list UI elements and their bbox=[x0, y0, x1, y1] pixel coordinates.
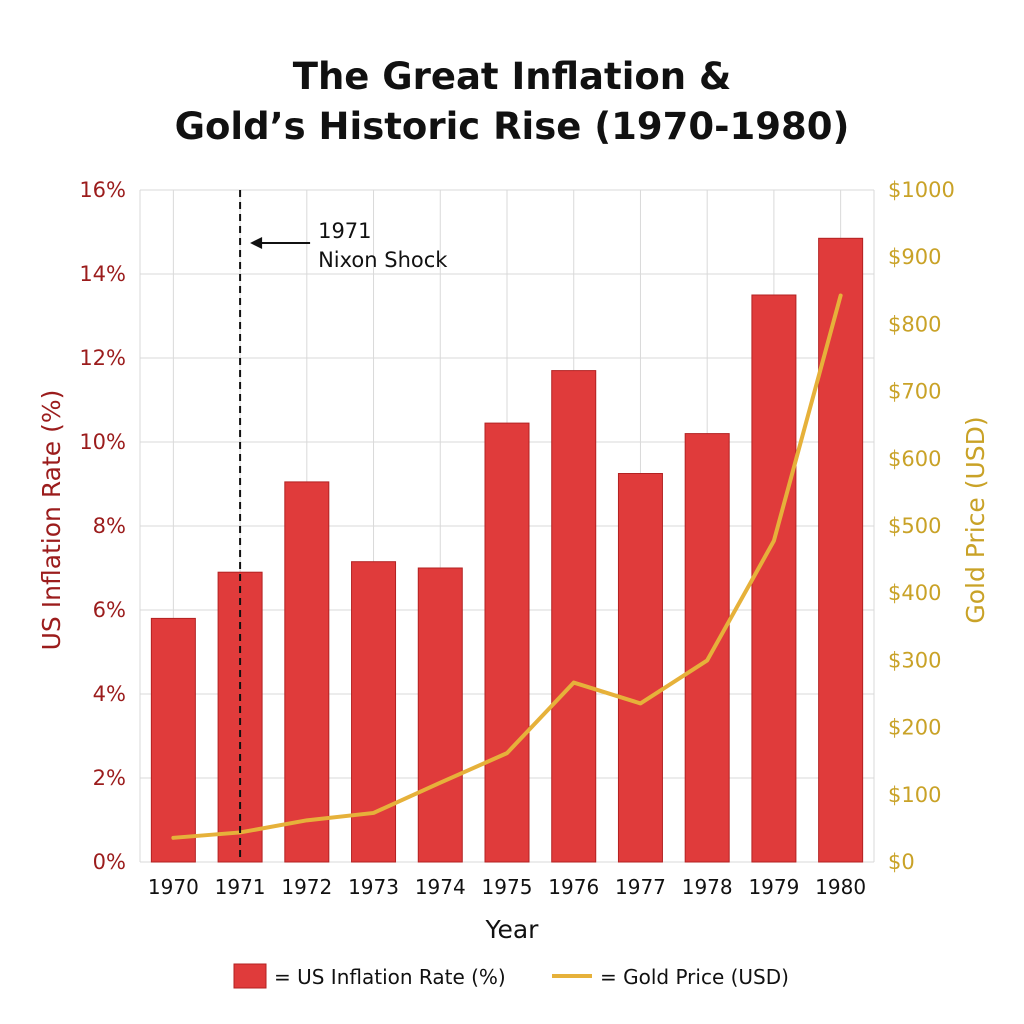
line-series bbox=[171, 293, 843, 840]
y2-tick-label: $100 bbox=[888, 783, 941, 807]
y2-tick-label: $700 bbox=[888, 380, 941, 404]
line-point bbox=[172, 837, 174, 839]
x-tick-label: 1971 bbox=[215, 875, 266, 899]
annotation-label-year: 1971 bbox=[318, 219, 371, 243]
line-point bbox=[840, 295, 842, 297]
x-tick-label: 1977 bbox=[615, 875, 666, 899]
legend-line-label: = Gold Price (USD) bbox=[600, 965, 789, 989]
y-tick-label: 10% bbox=[79, 430, 126, 454]
y-tick-label: 16% bbox=[79, 178, 126, 202]
x-tick-label: 1974 bbox=[415, 875, 466, 899]
annotation-label-event: Nixon Shock bbox=[318, 248, 448, 272]
line-point bbox=[506, 752, 508, 754]
legend-bar-swatch bbox=[233, 963, 267, 989]
line-point bbox=[373, 812, 375, 814]
bar bbox=[551, 370, 597, 863]
x-tick-label: 1980 bbox=[815, 875, 866, 899]
x-tick-label: 1976 bbox=[548, 875, 599, 899]
bar-series bbox=[150, 237, 864, 863]
line-point bbox=[439, 782, 441, 784]
y-tick-label: 6% bbox=[93, 598, 126, 622]
line-point bbox=[773, 540, 775, 542]
y2-tick-label: $200 bbox=[888, 716, 941, 740]
legend: = US Inflation Rate (%) = Gold Price (US… bbox=[233, 963, 789, 989]
bar bbox=[351, 561, 397, 863]
bar bbox=[150, 617, 196, 863]
ticks: 0% 2% 4% 6% 8% 10% 12% 14% 16% $0 $100 $200 $300 $400… bbox=[79, 178, 955, 899]
bar bbox=[684, 433, 730, 863]
y2-tick-label: $0 bbox=[888, 850, 915, 874]
y-tick-label: 4% bbox=[93, 682, 126, 706]
y2-tick-label: $1000 bbox=[888, 178, 955, 202]
bar bbox=[484, 422, 530, 863]
legend-bar-label: = US Inflation Rate (%) bbox=[274, 965, 506, 989]
x-axis-title: Year bbox=[485, 915, 540, 944]
chart-title: The Great Inflation & Gold’s Historic Ri… bbox=[0, 52, 1024, 152]
line-point bbox=[639, 702, 641, 704]
chart-title-line-2: Gold’s Historic Rise (1970-1980) bbox=[174, 105, 850, 148]
bar bbox=[284, 481, 330, 863]
y2-tick-label: $600 bbox=[888, 447, 941, 471]
y2-tick-label: $900 bbox=[888, 245, 941, 269]
y2-tick-label: $300 bbox=[888, 648, 941, 672]
y-tick-label: 0% bbox=[93, 850, 126, 874]
bar bbox=[617, 473, 663, 863]
y-tick-label: 12% bbox=[79, 346, 126, 370]
y2-tick-label: $500 bbox=[888, 514, 941, 538]
y-axis-title: US Inflation Rate (%) bbox=[37, 390, 66, 651]
y2-tick-label: $800 bbox=[888, 312, 941, 336]
x-tick-label: 1972 bbox=[281, 875, 332, 899]
x-tick-label: 1979 bbox=[748, 875, 799, 899]
annotation: 1971 Nixon Shock bbox=[239, 190, 448, 862]
chart-title-line-1: The Great Inflation & bbox=[292, 55, 732, 98]
y2-tick-label: $400 bbox=[888, 581, 941, 605]
annotation-arrow-head bbox=[250, 237, 263, 249]
y2-axis-title: Gold Price (USD) bbox=[961, 416, 990, 623]
bar bbox=[751, 294, 797, 863]
x-tick-label: 1973 bbox=[348, 875, 399, 899]
y-tick-label: 14% bbox=[79, 262, 126, 286]
line-point bbox=[306, 819, 308, 821]
y-tick-label: 8% bbox=[93, 514, 126, 538]
line-point bbox=[573, 682, 575, 684]
bar bbox=[217, 571, 263, 863]
bar bbox=[818, 237, 864, 863]
x-tick-label: 1978 bbox=[682, 875, 733, 899]
bar bbox=[417, 567, 463, 863]
x-tick-label: 1970 bbox=[148, 875, 199, 899]
line-point bbox=[706, 659, 708, 661]
y-tick-label: 2% bbox=[93, 766, 126, 790]
x-tick-label: 1975 bbox=[482, 875, 533, 899]
